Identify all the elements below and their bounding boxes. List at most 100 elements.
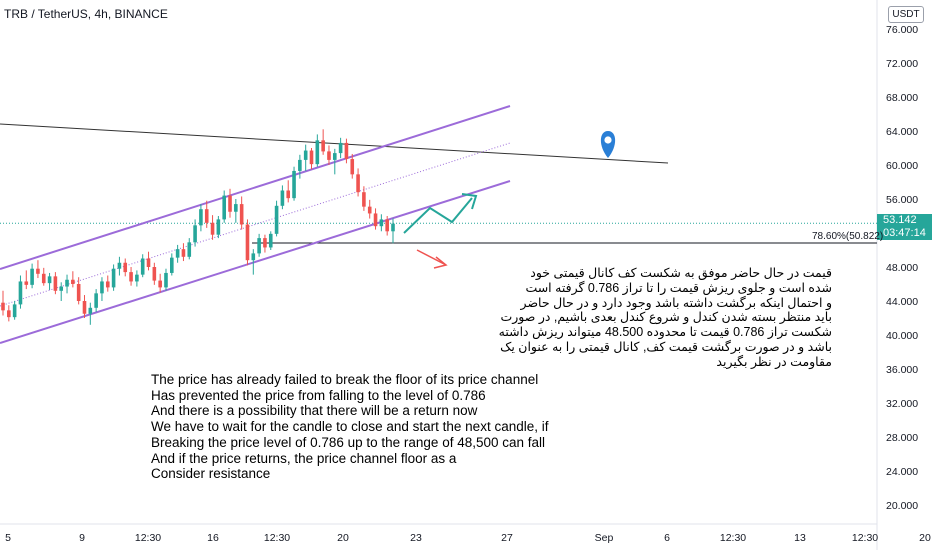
y-tick-label: 40.000 bbox=[886, 330, 918, 342]
channel-upper-line bbox=[0, 105, 511, 270]
x-tick-label: 23 bbox=[410, 532, 422, 544]
last-price-value: 53.142 bbox=[883, 214, 917, 226]
candle-body bbox=[181, 249, 186, 257]
candle-body bbox=[170, 257, 174, 273]
candle-body bbox=[199, 209, 203, 226]
candle-body bbox=[274, 205, 279, 234]
channel-mid-line bbox=[0, 142, 511, 307]
candle-body bbox=[65, 279, 69, 287]
candle-body bbox=[315, 140, 320, 165]
x-tick-label: 12:30 bbox=[852, 532, 878, 544]
x-tick-label: 5 bbox=[5, 532, 11, 544]
x-tick-label: 20 bbox=[919, 532, 931, 544]
candle-body bbox=[332, 153, 337, 160]
candle-body bbox=[298, 159, 302, 171]
candle-body bbox=[234, 204, 238, 212]
candle-body bbox=[309, 150, 314, 165]
candle-body bbox=[111, 268, 116, 288]
y-tick-label: 56.000 bbox=[886, 194, 918, 206]
y-tick-label: 32.000 bbox=[886, 398, 918, 410]
currency-selector[interactable]: USDT bbox=[888, 6, 924, 23]
bearish-arrowhead bbox=[433, 256, 448, 269]
x-tick-label: 6 bbox=[664, 532, 670, 544]
candle-body bbox=[76, 284, 81, 301]
candle-body bbox=[257, 238, 261, 254]
chart-symbol-title: TRB / TetherUS, 4h, BINANCE bbox=[4, 7, 168, 21]
candle-body bbox=[146, 258, 151, 267]
bearish-projection-arrow bbox=[416, 249, 447, 266]
candle-body bbox=[367, 206, 372, 214]
channel-lower-line bbox=[0, 180, 511, 344]
candle-body bbox=[292, 170, 296, 199]
y-tick-label: 60.000 bbox=[886, 160, 918, 172]
y-tick-label: 68.000 bbox=[886, 92, 918, 104]
x-tick-label: 9 bbox=[79, 532, 85, 544]
candle-body bbox=[175, 249, 180, 258]
candle-body bbox=[327, 151, 331, 160]
candle-body bbox=[152, 267, 157, 281]
candle-body bbox=[216, 219, 221, 235]
candle-body bbox=[164, 272, 168, 288]
candle-body bbox=[204, 209, 209, 223]
candle-body bbox=[88, 307, 93, 314]
candle-body bbox=[123, 262, 128, 273]
candle-body bbox=[350, 159, 355, 175]
candle-countdown: 03:47:14 bbox=[883, 227, 926, 239]
candle-body bbox=[12, 304, 17, 318]
candle-body bbox=[1, 302, 5, 311]
x-tick-label: 13 bbox=[794, 532, 806, 544]
candle-body bbox=[263, 238, 267, 248]
y-tick-label: 36.000 bbox=[886, 364, 918, 376]
candle-body bbox=[30, 268, 34, 285]
y-tick-label: 28.000 bbox=[886, 432, 918, 444]
bullish-arrowhead bbox=[461, 193, 478, 210]
candle-body bbox=[158, 280, 162, 288]
candle-body bbox=[187, 242, 192, 257]
candle-body bbox=[251, 253, 256, 261]
candle-body bbox=[373, 213, 378, 227]
candle-body bbox=[105, 281, 110, 288]
candle-body bbox=[71, 279, 75, 284]
candle-body bbox=[140, 258, 145, 275]
candle-body bbox=[117, 262, 122, 269]
candle-body bbox=[47, 276, 52, 284]
candle-body bbox=[362, 192, 366, 207]
x-tick-label: 12:30 bbox=[264, 532, 290, 544]
candle-body bbox=[344, 142, 349, 160]
y-tick-label: 64.000 bbox=[886, 126, 918, 138]
x-tick-label: Sep bbox=[595, 532, 614, 544]
candle-body bbox=[280, 190, 285, 206]
candle-body bbox=[239, 204, 244, 225]
candle-body bbox=[268, 233, 273, 248]
y-tick-label: 72.000 bbox=[886, 58, 918, 70]
candle-body bbox=[356, 174, 360, 193]
persian-annotation: قیمت در حال حاضر موفق به شکست کف کانال ق… bbox=[498, 266, 832, 369]
y-tick-label: 20.000 bbox=[886, 500, 918, 512]
y-tick-label: 48.000 bbox=[886, 262, 918, 274]
marker-pin-hole bbox=[604, 136, 612, 144]
candle-body bbox=[135, 274, 139, 282]
candle-body bbox=[94, 293, 98, 308]
location-marker-icon bbox=[600, 131, 616, 158]
candle-body bbox=[222, 195, 226, 220]
x-tick-label: 16 bbox=[207, 532, 219, 544]
candle-body bbox=[36, 268, 40, 274]
candle-body bbox=[129, 272, 133, 282]
candle-body bbox=[210, 222, 215, 235]
candle-body bbox=[379, 219, 384, 227]
fib-level-label: 78.60%(50.822) bbox=[812, 231, 884, 242]
candle-body bbox=[286, 190, 291, 199]
candle-body bbox=[321, 140, 325, 152]
y-tick-label: 44.000 bbox=[886, 296, 918, 308]
last-price-tag: 53.142 03:47:14 bbox=[877, 214, 932, 240]
resistance-trendline bbox=[0, 123, 669, 164]
candle-body bbox=[18, 281, 23, 305]
candle-body bbox=[245, 224, 250, 261]
y-tick-label: 76.000 bbox=[886, 24, 918, 36]
candle-body bbox=[228, 195, 232, 212]
candle-body bbox=[7, 310, 11, 318]
y-tick-label: 24.000 bbox=[886, 466, 918, 478]
marker-pin-shape bbox=[600, 131, 616, 158]
candle-body bbox=[24, 281, 29, 285]
